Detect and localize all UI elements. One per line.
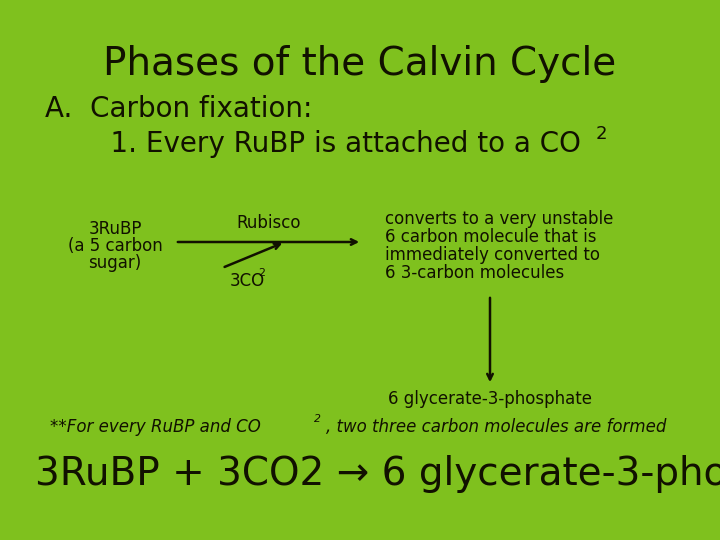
Text: Phases of the Calvin Cycle: Phases of the Calvin Cycle xyxy=(104,45,616,83)
Text: , two three carbon molecules are formed: , two three carbon molecules are formed xyxy=(326,418,667,436)
Text: 6 3-carbon molecules: 6 3-carbon molecules xyxy=(385,264,564,282)
Text: 1. Every RuBP is attached to a CO: 1. Every RuBP is attached to a CO xyxy=(75,130,581,158)
Text: 6 glycerate-3-phosphate: 6 glycerate-3-phosphate xyxy=(388,390,592,408)
Text: (a 5 carbon: (a 5 carbon xyxy=(68,237,163,255)
Text: 3RuBP: 3RuBP xyxy=(89,220,142,238)
Text: 2: 2 xyxy=(314,414,321,424)
Text: A.  Carbon fixation:: A. Carbon fixation: xyxy=(45,95,312,123)
Text: **For every RuBP and CO: **For every RuBP and CO xyxy=(50,418,261,436)
Text: immediately converted to: immediately converted to xyxy=(385,246,600,264)
Text: sugar): sugar) xyxy=(89,254,142,272)
Text: 2: 2 xyxy=(258,268,265,278)
Text: 3CO: 3CO xyxy=(230,272,265,290)
Text: 6 carbon molecule that is: 6 carbon molecule that is xyxy=(385,228,596,246)
Text: converts to a very unstable: converts to a very unstable xyxy=(385,210,613,228)
Text: 3RuBP + 3CO2 → 6 glycerate-3-phosphate: 3RuBP + 3CO2 → 6 glycerate-3-phosphate xyxy=(35,455,720,493)
Text: 2: 2 xyxy=(596,125,608,143)
Text: Rubisco: Rubisco xyxy=(236,214,301,232)
